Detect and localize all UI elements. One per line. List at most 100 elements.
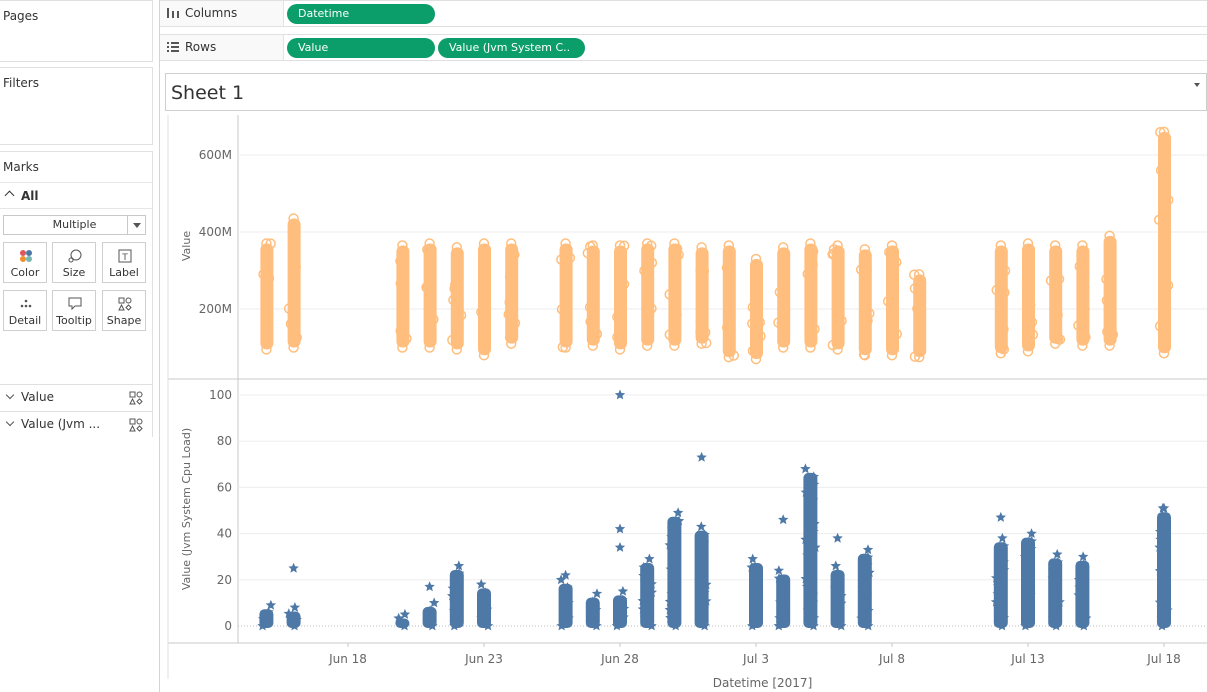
cpu-mark[interactable] [559, 589, 570, 600]
detail-button[interactable]: Detail [3, 290, 47, 331]
cpu-mark[interactable] [428, 597, 440, 608]
shape-button[interactable]: Shape [102, 290, 146, 331]
value-mark[interactable] [1155, 164, 1167, 176]
cpu-mark[interactable] [449, 620, 460, 631]
cpu-mark[interactable] [747, 620, 758, 631]
value-mark[interactable] [480, 294, 492, 306]
value-mark[interactable] [288, 213, 299, 224]
cpu-mark[interactable] [447, 590, 458, 601]
cpu-mark[interactable] [800, 487, 812, 497]
cpu-mark[interactable] [998, 564, 1010, 575]
value-mark[interactable] [695, 327, 706, 338]
value-mark[interactable] [503, 309, 514, 320]
value-mark[interactable] [618, 279, 630, 290]
marks-field-jvm[interactable]: Value (Jvm ... [0, 411, 152, 437]
value-mark[interactable] [754, 317, 765, 328]
value-mark[interactable] [836, 315, 847, 326]
value-mark[interactable] [478, 243, 491, 356]
value-mark[interactable] [750, 253, 762, 265]
cpu-mark[interactable] [832, 613, 843, 623]
cpu-mark[interactable] [447, 583, 458, 593]
cpu-mark[interactable] [808, 526, 819, 537]
value-mark[interactable] [721, 322, 733, 333]
cpu-mark[interactable] [1021, 574, 1033, 585]
value-mark[interactable] [1022, 291, 1034, 303]
cpu-mark[interactable] [1154, 565, 1166, 576]
value-mark[interactable] [728, 350, 739, 361]
cpu-mark[interactable] [998, 540, 1010, 551]
cpu-cluster[interactable] [990, 532, 1010, 631]
value-cluster[interactable] [556, 238, 576, 353]
value-mark[interactable] [642, 259, 654, 271]
cpu-mark[interactable] [639, 612, 651, 623]
cpu-mark[interactable] [1073, 574, 1085, 585]
value-mark[interactable] [778, 298, 789, 309]
cpu-mark[interactable] [453, 567, 465, 578]
value-mark[interactable] [560, 342, 571, 353]
value-mark[interactable] [646, 303, 657, 314]
value-mark[interactable] [999, 265, 1011, 276]
cpu-mark[interactable] [807, 589, 819, 599]
cpu-outlier-mark[interactable] [995, 511, 1006, 522]
cpu-cluster[interactable] [746, 553, 764, 631]
cpu-mark[interactable] [476, 578, 487, 589]
value-mark[interactable] [480, 334, 491, 346]
cpu-mark[interactable] [666, 531, 677, 542]
value-mark[interactable] [287, 218, 301, 348]
value-mark[interactable] [582, 247, 594, 259]
cpu-outlier-mark[interactable] [614, 523, 626, 534]
value-mark[interactable] [618, 240, 630, 252]
cpu-cluster[interactable] [1154, 502, 1173, 631]
value-mark[interactable] [564, 252, 576, 264]
cpu-mark[interactable] [801, 581, 813, 592]
cpu-mark[interactable] [809, 518, 820, 529]
cpu-mark[interactable] [861, 590, 873, 600]
value-mark[interactable] [614, 317, 626, 328]
value-mark[interactable] [1049, 245, 1063, 344]
jvm-cpu-pill[interactable]: Value (Jvm System C.. [438, 38, 585, 58]
value-cluster[interactable] [258, 238, 276, 355]
value-mark[interactable] [643, 295, 655, 307]
cpu-mark[interactable] [1047, 572, 1059, 583]
value-mark[interactable] [1045, 275, 1057, 286]
cpu-mark[interactable] [448, 605, 460, 616]
value-mark[interactable] [995, 240, 1007, 251]
cpu-mark[interactable] [995, 548, 1006, 559]
value-mark[interactable] [755, 330, 766, 342]
value-mark[interactable] [995, 348, 1007, 359]
value-mark[interactable] [612, 311, 623, 323]
cpu-mark[interactable] [864, 567, 875, 578]
value-mark[interactable] [260, 243, 274, 350]
value-mark[interactable] [909, 283, 921, 294]
cpu-outlier-mark[interactable] [614, 389, 626, 400]
cpu-mark[interactable] [666, 523, 678, 534]
value-mark[interactable] [696, 338, 707, 349]
cpu-mark[interactable] [1052, 556, 1064, 567]
value-cluster[interactable] [855, 244, 875, 361]
value-mark[interactable] [451, 344, 463, 355]
cpu-mark[interactable] [476, 612, 487, 623]
cpu-mark[interactable] [289, 620, 300, 631]
value-mark[interactable] [885, 283, 897, 295]
value-mark[interactable] [913, 269, 925, 280]
cpu-cluster[interactable] [422, 597, 440, 631]
cpu-mark[interactable] [863, 605, 874, 616]
value-mark[interactable] [891, 256, 902, 268]
cpu-cluster[interactable] [283, 602, 302, 631]
value-mark[interactable] [669, 340, 680, 351]
value-mark[interactable] [832, 240, 843, 251]
cpu-mark[interactable] [453, 560, 465, 571]
pages-card[interactable]: Pages [0, 0, 153, 62]
cpu-mark[interactable] [808, 471, 820, 482]
cpu-mark[interactable] [587, 596, 598, 607]
value-mark[interactable] [805, 238, 816, 249]
cpu-mark[interactable] [699, 529, 710, 540]
cpu-mark[interactable] [698, 603, 709, 614]
value-mark[interactable] [805, 342, 816, 353]
value-mark[interactable] [561, 285, 572, 297]
cpu-mark[interactable] [646, 587, 658, 597]
cpu-mark[interactable] [591, 588, 603, 599]
cpu-mark[interactable] [800, 534, 811, 545]
cpu-mark[interactable] [424, 605, 436, 615]
value-mark[interactable] [261, 344, 272, 355]
